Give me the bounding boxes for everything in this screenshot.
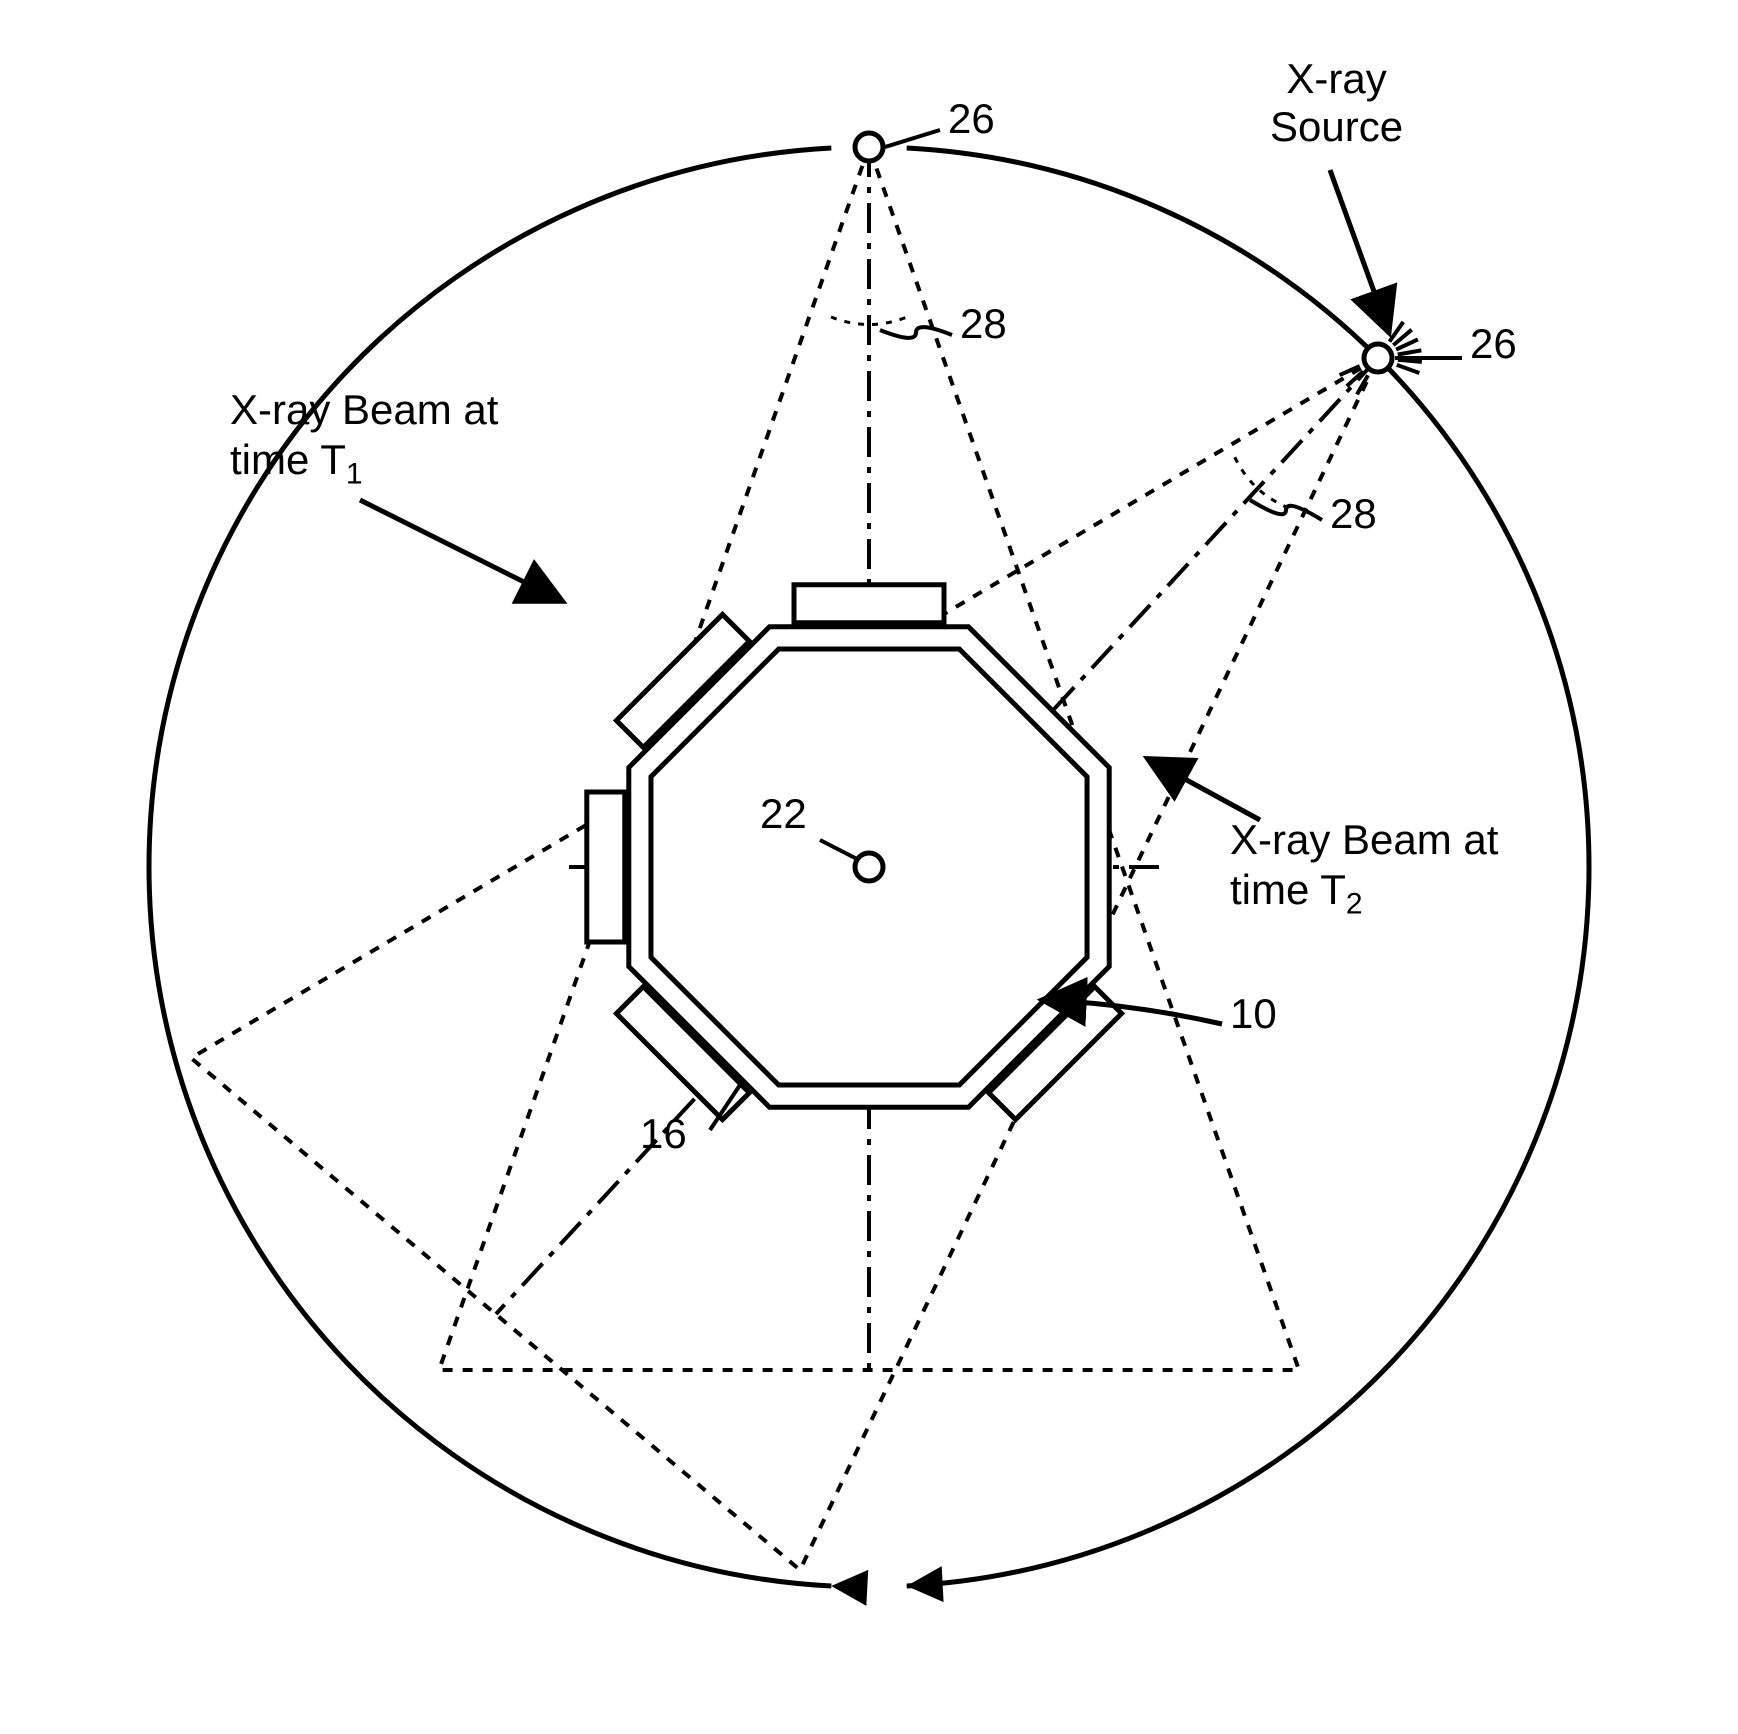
arrow-beam-t1	[360, 500, 560, 600]
gantry-arrow-bottom-right	[907, 1566, 944, 1602]
label-ref-28-right: 28	[1330, 490, 1377, 538]
label-ref-22: 22	[760, 790, 807, 838]
arrow-beam-t2	[1150, 760, 1260, 820]
label-beam-t1: X-ray Beam attime T1	[230, 385, 498, 493]
label-ref-26-top: 26	[948, 95, 995, 143]
source-sparkle	[1398, 360, 1422, 362]
detector-panel	[794, 585, 944, 623]
source-top	[855, 133, 883, 161]
label-ref-28-top: 28	[960, 300, 1007, 348]
leader-28-top	[880, 327, 952, 338]
label-xray-source: X-raySource	[1270, 55, 1403, 152]
source-sparkle	[1398, 350, 1422, 354]
detector-panel	[587, 792, 625, 942]
label-beam-t2: X-ray Beam attime T2	[1230, 815, 1498, 923]
leader-28-right	[1250, 500, 1322, 520]
arrow-xray-source	[1330, 170, 1388, 330]
label-ref-10: 10	[1230, 990, 1277, 1038]
label-ref-26-right: 26	[1470, 320, 1517, 368]
source-right	[1364, 344, 1392, 372]
source-sparkle	[1397, 365, 1420, 373]
label-ref-16: 16	[640, 1110, 687, 1158]
isocenter-marker	[855, 853, 883, 881]
gantry-arrow-bottom-left	[831, 1570, 868, 1606]
leader-26-top	[885, 130, 940, 147]
